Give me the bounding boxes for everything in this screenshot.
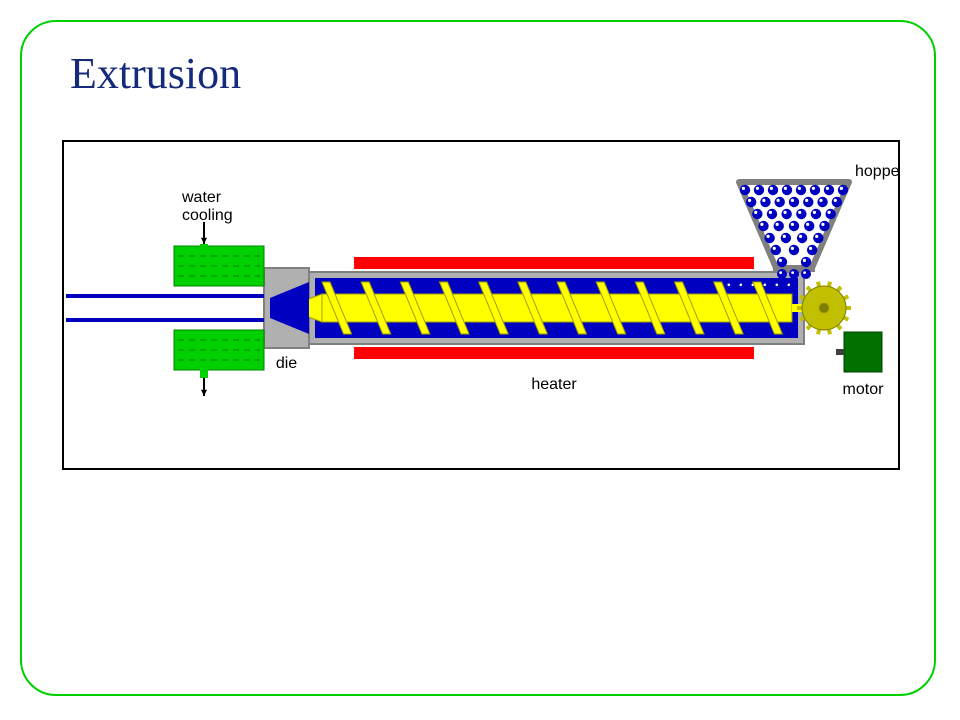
label-motor: motor xyxy=(843,381,885,398)
label-hopper: hopper xyxy=(855,163,898,180)
extrusion-diagram: watercooling die heater hopper motor xyxy=(62,140,900,470)
label-water-cooling: watercooling xyxy=(181,189,233,224)
extrusion-diagram-svg: watercooling die heater hopper motor xyxy=(64,142,898,468)
label-heater: heater xyxy=(531,376,577,393)
page-title: Extrusion xyxy=(70,48,241,99)
label-die: die xyxy=(276,355,297,372)
